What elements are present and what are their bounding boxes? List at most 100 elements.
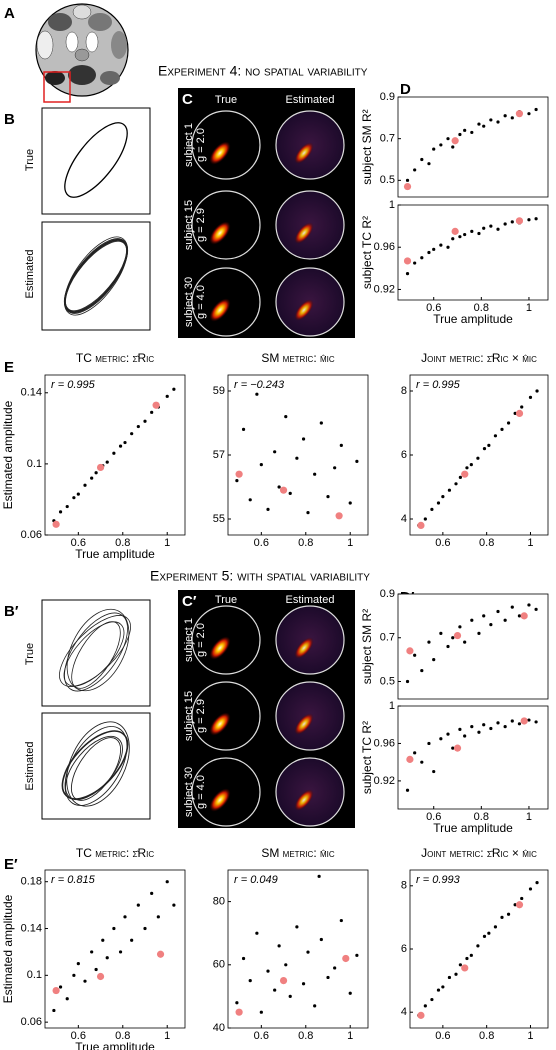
point (313, 472, 317, 476)
chart-title: Joint metric: σ̂Ric × m̂ic (421, 351, 537, 365)
x-tick-label: 1 (527, 537, 533, 549)
x-tick-label: 0.6 (254, 1030, 269, 1042)
point (493, 925, 498, 929)
highlight-point (279, 977, 288, 985)
y-tick-label: 0.1 (27, 969, 42, 981)
x-tick-label: 1 (526, 811, 532, 823)
x-axis-label: True amplitude (433, 312, 513, 326)
point (112, 926, 116, 931)
point (469, 953, 473, 957)
x-tick-label: 0.6 (435, 537, 450, 549)
row-label: Estimated (24, 250, 36, 299)
point (432, 147, 436, 151)
point (496, 721, 500, 725)
point (65, 504, 69, 509)
point (482, 934, 487, 938)
annotation: r = 0.995 (416, 379, 461, 391)
point (72, 973, 76, 977)
y-tick-label: 8 (401, 385, 407, 397)
point (277, 485, 281, 489)
point (510, 719, 514, 723)
highlight-point (515, 409, 524, 417)
chart-title: Joint metric: σ̂Ric × m̂ic (421, 846, 537, 860)
point (427, 741, 431, 746)
point (405, 679, 410, 684)
panel-label: E′ (4, 856, 18, 873)
point (482, 614, 486, 618)
point (266, 507, 270, 511)
point (476, 456, 480, 460)
point (470, 618, 474, 622)
subject-label: subject 15 (183, 691, 195, 741)
point (241, 956, 246, 961)
point (94, 471, 98, 475)
point (477, 231, 481, 236)
y-tick-label: 0.1 (27, 458, 42, 470)
point (427, 162, 431, 166)
subject-label: subject 1 (183, 123, 195, 167)
point (465, 466, 469, 470)
x-tick-label: 0.8 (474, 811, 489, 823)
point (423, 517, 427, 521)
chart-title: SM metric: m̂ic (261, 846, 335, 860)
point (76, 962, 80, 966)
point (58, 985, 63, 989)
panel-label: A (4, 5, 15, 22)
point (503, 725, 507, 729)
point (405, 788, 410, 792)
point (156, 915, 160, 919)
point (235, 1001, 239, 1005)
highlight-point (403, 182, 412, 191)
point (248, 979, 252, 983)
point (273, 450, 277, 454)
point (513, 903, 517, 907)
x-axis-label: True amplitude (75, 547, 155, 561)
point (489, 224, 493, 228)
point (83, 979, 87, 983)
activation (209, 712, 231, 736)
y-tick-label: 0.7 (380, 632, 395, 644)
point (58, 510, 63, 514)
highlight-point (342, 954, 350, 963)
point (451, 237, 455, 241)
point (465, 956, 469, 961)
annotation: r = 0.815 (51, 874, 96, 886)
point (477, 122, 481, 126)
plot-frame (44, 869, 186, 1029)
point (136, 903, 140, 907)
point (482, 723, 486, 727)
point (143, 926, 147, 931)
y-tick-label: 0.14 (21, 922, 42, 934)
y-tick-label: 0.92 (374, 775, 395, 787)
row-label: True (24, 643, 36, 665)
y-tick-label: 55 (213, 513, 225, 525)
highlight-point (52, 986, 60, 995)
highlight-point (156, 950, 165, 958)
highlight-point (406, 647, 414, 655)
point (432, 769, 436, 774)
point (446, 732, 450, 736)
highlight-point (461, 470, 469, 478)
point (348, 991, 352, 995)
point (535, 389, 539, 393)
point (432, 658, 436, 662)
highlight-point (515, 901, 524, 909)
x-tick-label: 1 (347, 1030, 353, 1042)
highlight-point (453, 631, 462, 640)
point (441, 495, 445, 499)
y-tick-label: 0.9 (380, 588, 395, 600)
highlight-point (515, 217, 524, 225)
point (496, 227, 500, 231)
point (534, 607, 538, 611)
point (477, 730, 481, 734)
point (118, 444, 123, 448)
ellipse (64, 122, 128, 198)
point (76, 492, 80, 496)
activation (209, 298, 231, 322)
point (496, 609, 500, 614)
plot-frame (409, 869, 549, 1029)
point (143, 419, 147, 423)
point (451, 636, 455, 640)
point (446, 644, 450, 649)
point (172, 903, 176, 907)
